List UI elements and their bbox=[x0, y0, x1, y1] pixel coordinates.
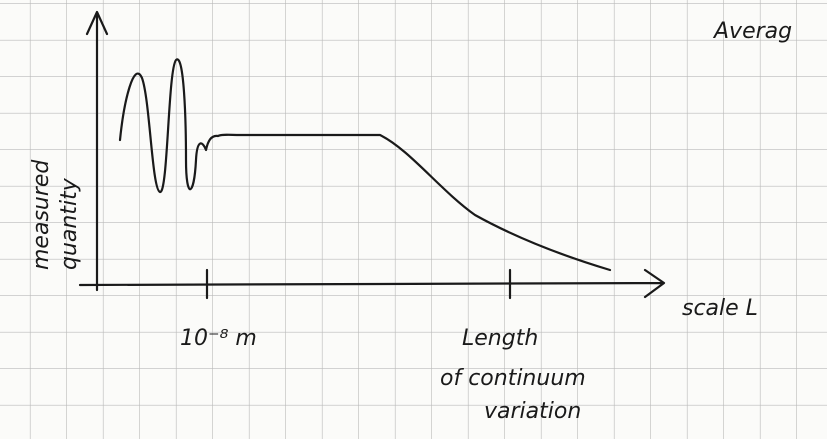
tick-label: Length bbox=[462, 326, 538, 351]
curve bbox=[118, 58, 612, 272]
y-axis bbox=[85, 10, 109, 292]
title: Averag bbox=[712, 19, 792, 44]
tick-label: variation bbox=[484, 399, 581, 424]
x-axis bbox=[78, 268, 666, 299]
y-label: quantity bbox=[57, 177, 82, 270]
tick-label: 10⁻⁸ m bbox=[180, 326, 257, 351]
tick-label: of continuum bbox=[440, 366, 586, 391]
y-label: measured bbox=[29, 159, 54, 270]
x-label: scale L bbox=[682, 296, 758, 321]
